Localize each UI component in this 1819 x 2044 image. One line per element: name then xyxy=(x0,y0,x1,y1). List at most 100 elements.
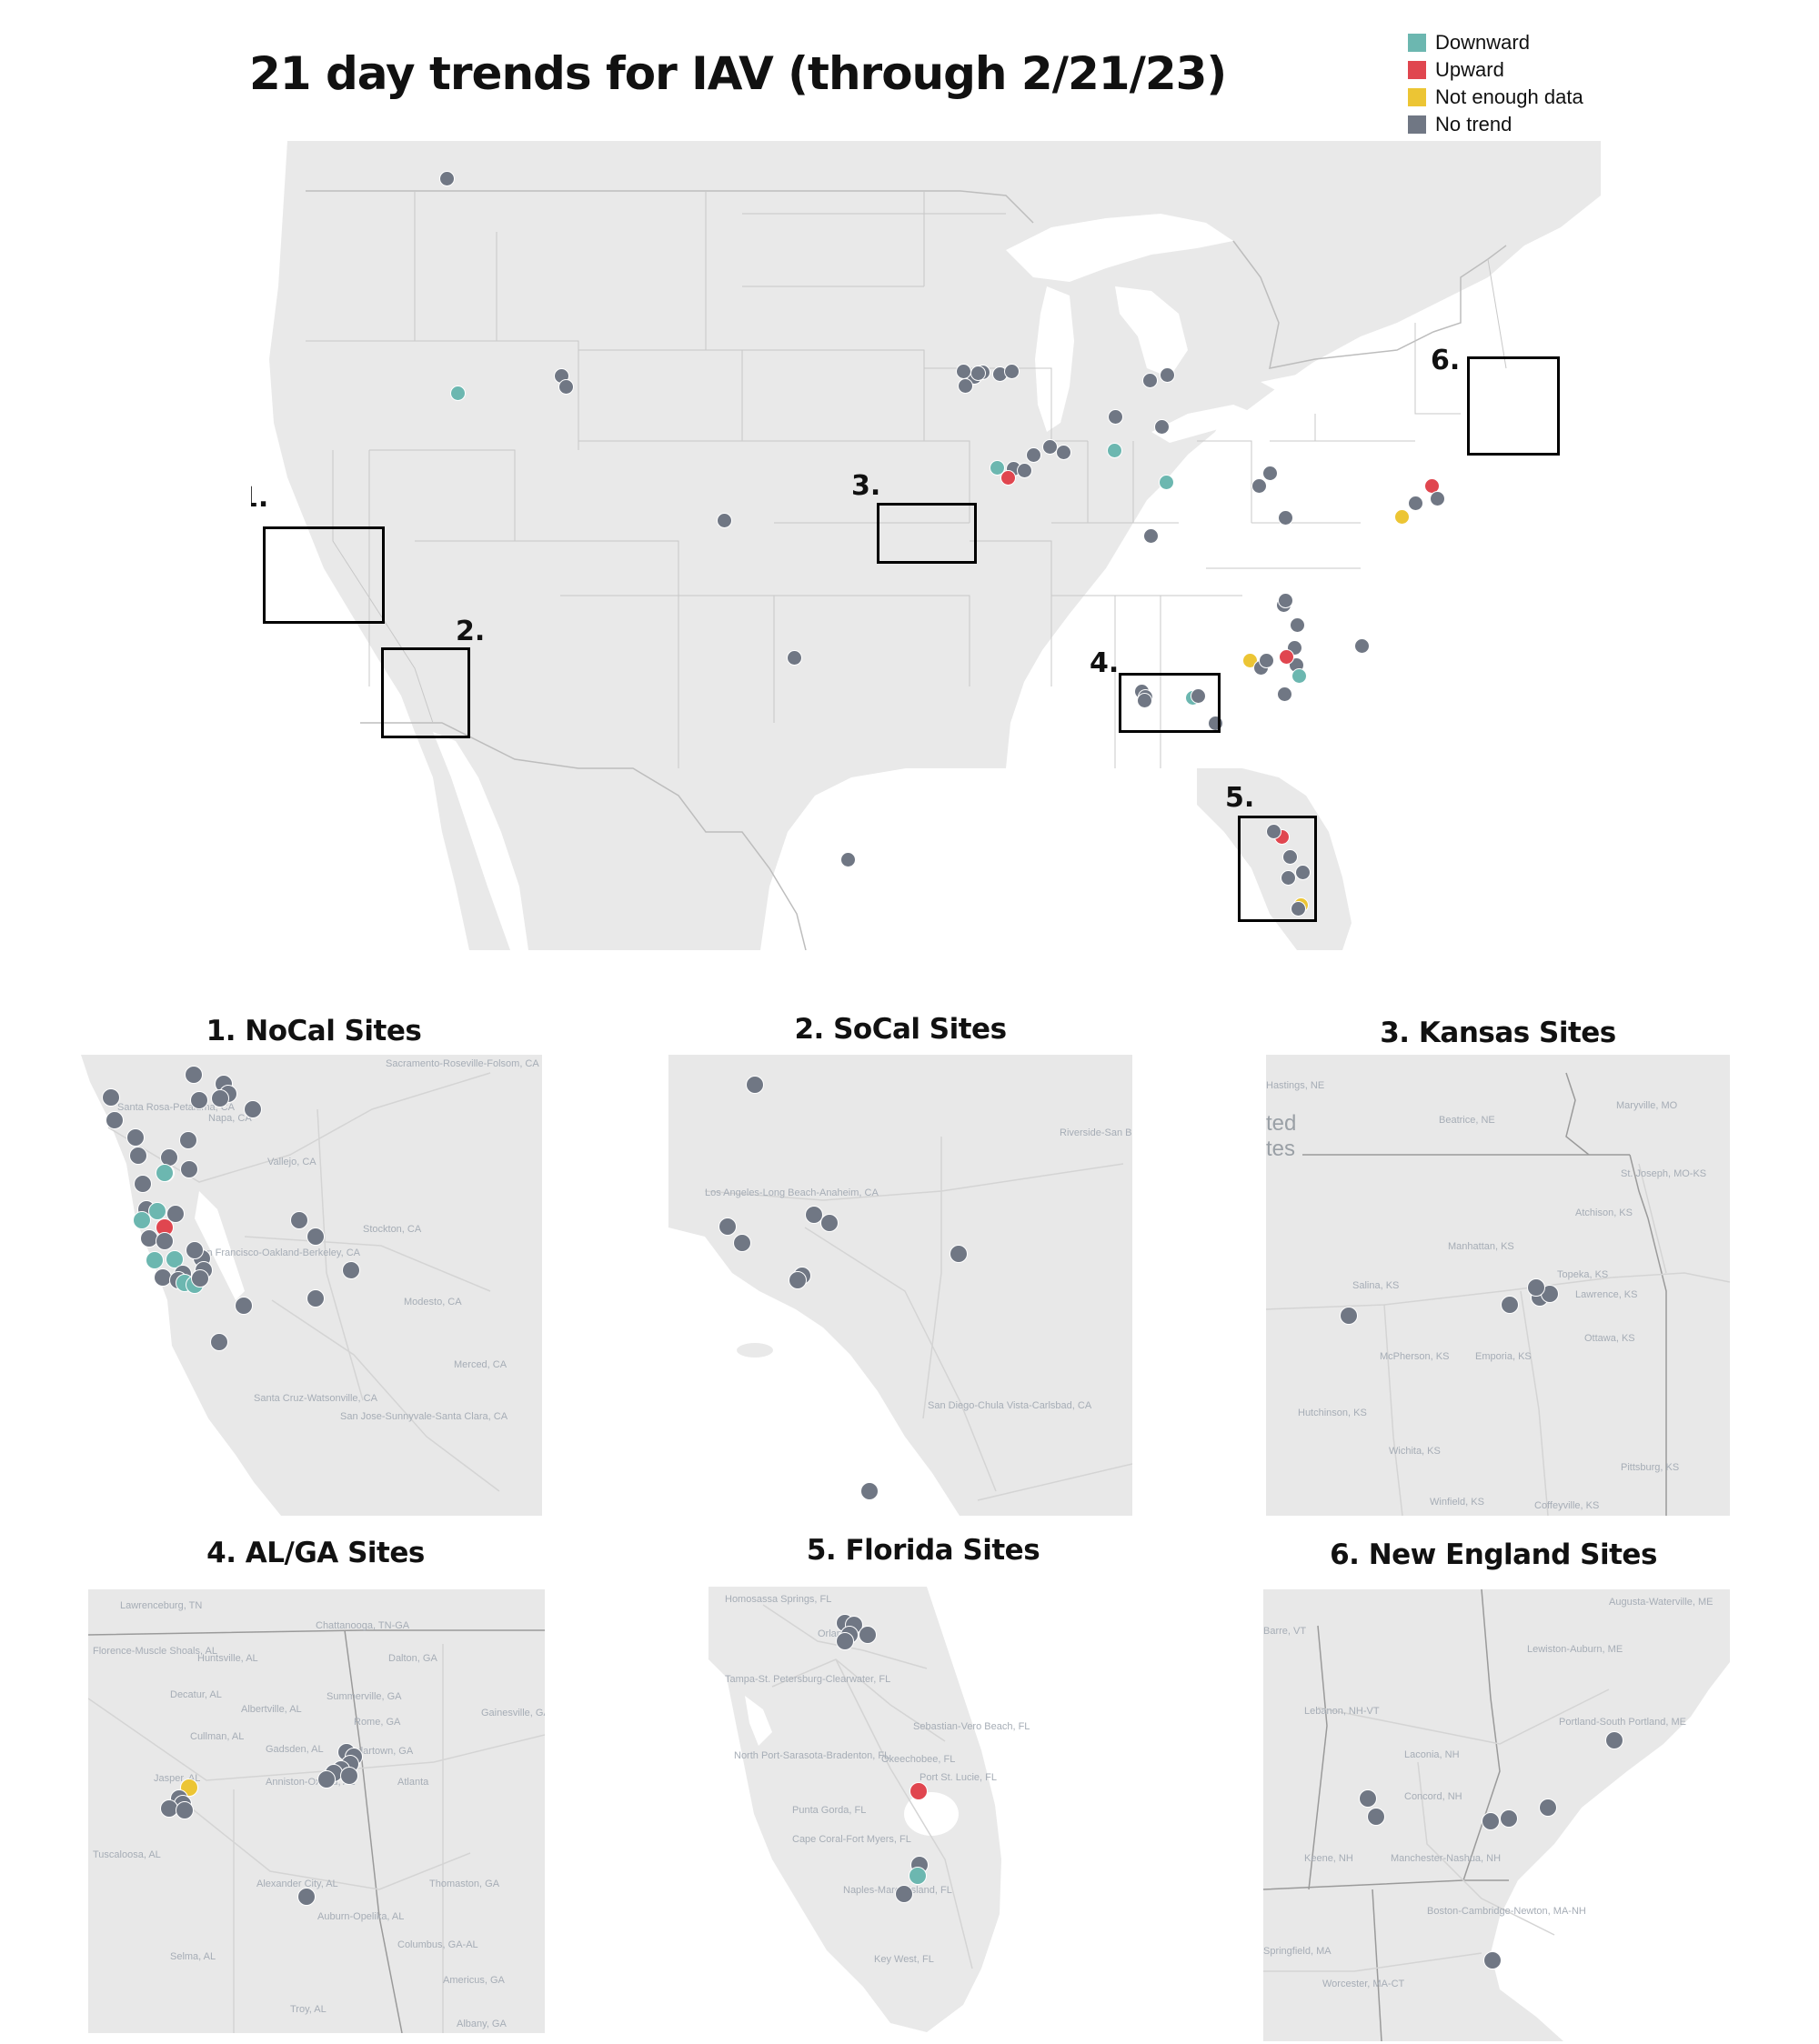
site-marker-no-trend[interactable] xyxy=(1281,848,1298,865)
site-marker-no-trend[interactable] xyxy=(1359,1789,1377,1808)
site-marker-no-trend[interactable] xyxy=(134,1175,152,1193)
site-marker-downward[interactable] xyxy=(156,1164,174,1182)
inset-box-4[interactable] xyxy=(1119,673,1221,733)
site-marker-no-trend[interactable] xyxy=(307,1289,325,1308)
site-marker-no-trend[interactable] xyxy=(1159,366,1175,383)
site-marker-no-trend[interactable] xyxy=(126,1128,145,1147)
site-marker-no-trend[interactable] xyxy=(719,1217,737,1236)
site-marker-no-trend[interactable] xyxy=(1527,1278,1545,1297)
site-marker-no-trend[interactable] xyxy=(716,512,732,528)
site-marker-no-trend[interactable] xyxy=(839,851,856,867)
site-marker-no-trend[interactable] xyxy=(1605,1731,1623,1749)
site-marker-no-trend[interactable] xyxy=(1041,438,1058,455)
site-marker-no-trend[interactable] xyxy=(970,365,986,381)
site-marker-downward[interactable] xyxy=(148,1202,166,1220)
site-marker-no-trend[interactable] xyxy=(1407,495,1423,511)
site-marker-no-trend[interactable] xyxy=(1294,864,1311,880)
site-marker-no-trend[interactable] xyxy=(307,1227,325,1246)
site-marker-no-trend[interactable] xyxy=(1539,1799,1557,1817)
site-marker-no-trend[interactable] xyxy=(1277,509,1293,526)
site-marker-no-trend[interactable] xyxy=(1016,462,1032,478)
inset-box-3[interactable] xyxy=(877,503,977,564)
site-marker-downward[interactable] xyxy=(1291,667,1307,684)
site-marker-no-trend[interactable] xyxy=(789,1271,807,1289)
site-marker-no-trend[interactable] xyxy=(1142,527,1159,544)
site-marker-no-trend[interactable] xyxy=(156,1232,174,1250)
site-marker-no-trend[interactable] xyxy=(166,1205,185,1223)
site-marker-no-trend[interactable] xyxy=(342,1261,360,1279)
site-marker-no-trend[interactable] xyxy=(746,1076,764,1094)
site-marker-no-trend[interactable] xyxy=(836,1632,854,1650)
site-marker-no-trend[interactable] xyxy=(1055,444,1071,460)
site-marker-no-trend[interactable] xyxy=(211,1089,229,1107)
site-marker-downward[interactable] xyxy=(989,459,1005,476)
site-marker-downward[interactable] xyxy=(449,385,466,401)
site-marker-upward[interactable] xyxy=(1278,648,1294,665)
site-marker-no-trend[interactable] xyxy=(859,1626,877,1644)
site-marker-no-trend[interactable] xyxy=(1265,823,1281,839)
inset-map-algeorgia[interactable]: Lawrenceburg, TN Chattanooga, TN-GA Flor… xyxy=(88,1589,545,2033)
inset-map-kansas[interactable]: ted tes Hastings, NE Beatrice, NE Maryvil… xyxy=(1266,1055,1730,1516)
site-marker-no-trend[interactable] xyxy=(805,1206,823,1224)
site-marker-no-trend[interactable] xyxy=(1289,616,1305,633)
site-marker-no-trend[interactable] xyxy=(1280,869,1296,886)
site-marker-no-trend[interactable] xyxy=(1501,1296,1519,1314)
site-marker-no-trend[interactable] xyxy=(1353,637,1370,654)
site-marker-downward[interactable] xyxy=(146,1251,164,1269)
inset-map-socal[interactable]: Riverside-San Bernardino-Ontario Los Ang… xyxy=(668,1055,1132,1516)
site-marker-downward[interactable] xyxy=(1158,474,1174,490)
site-marker-no-trend[interactable] xyxy=(1190,687,1206,704)
site-marker-no-trend[interactable] xyxy=(1367,1808,1385,1826)
site-marker-upward[interactable] xyxy=(1000,469,1016,486)
site-marker-no-trend[interactable] xyxy=(179,1131,197,1149)
site-marker-no-trend[interactable] xyxy=(244,1100,262,1118)
site-marker-no-trend[interactable] xyxy=(786,649,802,666)
inset-map-newengland[interactable]: Augusta-Waterville, ME Barre, VT Lewisto… xyxy=(1263,1589,1730,2041)
inset-map-florida[interactable]: Homosassa Springs, FL Orlando Tampa-St. … xyxy=(709,1587,1154,2032)
site-marker-no-trend[interactable] xyxy=(1276,686,1292,702)
site-marker-no-trend[interactable] xyxy=(186,1241,204,1259)
site-marker-no-trend[interactable] xyxy=(1500,1809,1518,1828)
site-marker-no-trend[interactable] xyxy=(210,1333,228,1351)
site-marker-downward[interactable] xyxy=(909,1867,927,1885)
site-marker-no-trend[interactable] xyxy=(176,1801,194,1819)
site-marker-no-trend[interactable] xyxy=(317,1770,336,1788)
site-marker-no-trend[interactable] xyxy=(895,1885,913,1903)
site-marker-no-trend[interactable] xyxy=(1340,1307,1358,1325)
site-marker-no-trend[interactable] xyxy=(297,1888,316,1906)
site-marker-no-trend[interactable] xyxy=(129,1147,147,1165)
inset-box-2[interactable] xyxy=(381,647,470,738)
site-marker-no-trend[interactable] xyxy=(106,1111,124,1129)
inset-box-5[interactable] xyxy=(1238,816,1317,922)
site-marker-no-trend[interactable] xyxy=(1482,1812,1500,1830)
site-marker-no-trend[interactable] xyxy=(558,378,574,395)
site-marker-no-trend[interactable] xyxy=(185,1066,203,1084)
site-marker-no-trend[interactable] xyxy=(860,1482,879,1500)
site-marker-not-enough-data[interactable] xyxy=(1393,508,1410,525)
site-marker-no-trend[interactable] xyxy=(1107,408,1123,425)
site-marker-no-trend[interactable] xyxy=(190,1091,208,1109)
site-marker-no-trend[interactable] xyxy=(1258,652,1274,668)
site-marker-no-trend[interactable] xyxy=(733,1234,751,1252)
site-marker-no-trend[interactable] xyxy=(1277,592,1293,608)
site-marker-no-trend[interactable] xyxy=(1025,446,1041,463)
site-marker-no-trend[interactable] xyxy=(235,1297,253,1315)
site-marker-no-trend[interactable] xyxy=(180,1160,198,1178)
site-marker-no-trend[interactable] xyxy=(1136,692,1152,708)
site-marker-upward[interactable] xyxy=(910,1782,928,1800)
site-marker-no-trend[interactable] xyxy=(438,170,455,186)
site-marker-no-trend[interactable] xyxy=(290,1211,308,1229)
site-marker-no-trend[interactable] xyxy=(1141,372,1158,388)
site-marker-no-trend[interactable] xyxy=(957,377,973,394)
site-marker-no-trend[interactable] xyxy=(1153,418,1170,435)
us-main-map[interactable]: 1. 2. 3. 4. 5. 6. xyxy=(251,141,1601,950)
site-marker-no-trend[interactable] xyxy=(1429,490,1445,506)
site-marker-no-trend[interactable] xyxy=(1003,363,1020,379)
site-marker-no-trend[interactable] xyxy=(950,1245,968,1263)
inset-map-nocal[interactable]: Sacramento-Roseville-Folsom, CA Santa Ro… xyxy=(81,1055,542,1516)
site-marker-no-trend[interactable] xyxy=(1483,1951,1502,1969)
site-marker-no-trend[interactable] xyxy=(102,1088,120,1107)
site-marker-downward[interactable] xyxy=(1106,442,1122,458)
site-marker-no-trend[interactable] xyxy=(191,1269,209,1288)
site-marker-downward[interactable] xyxy=(133,1211,151,1229)
